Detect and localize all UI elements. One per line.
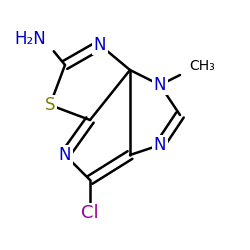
- Text: CH₃: CH₃: [189, 59, 214, 73]
- Text: N: N: [154, 76, 166, 94]
- Text: N: N: [154, 136, 166, 154]
- Text: N: N: [94, 36, 106, 54]
- Text: N: N: [59, 146, 71, 164]
- Text: H₂N: H₂N: [14, 30, 46, 48]
- Text: Cl: Cl: [81, 204, 99, 222]
- Text: S: S: [45, 96, 55, 114]
- Text: H: H: [34, 30, 46, 48]
